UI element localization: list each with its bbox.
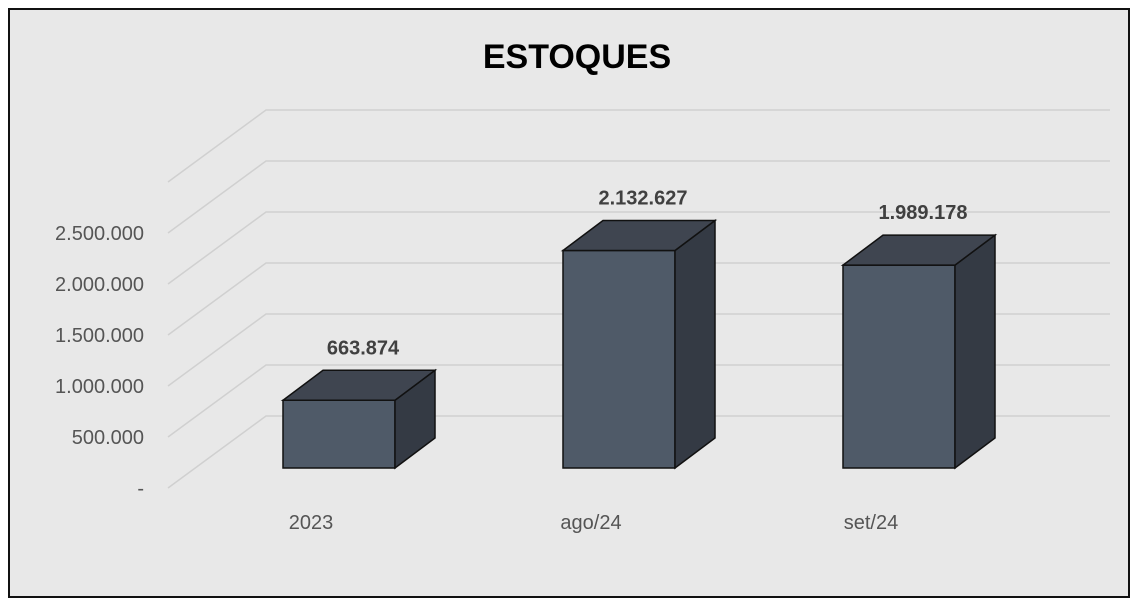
bar [560,218,718,470]
gridline [167,364,1110,438]
bar-front-face [842,264,956,469]
gridlines [167,109,1110,489]
bar-front-face [562,249,676,469]
bar-side-face [674,218,716,470]
bar-side-face [954,233,996,470]
data-label: 2.132.627 [599,187,688,209]
bar-top-face [840,234,998,266]
bar [280,368,438,470]
y-tick-label: 1.000.000 [55,376,144,398]
x-tick-label: set/24 [844,512,898,534]
bar-chart: ESTOQUES - 500.000 1.000.000 1.500.000 2.000… [55,38,1110,534]
gridline [167,262,1110,336]
x-tick-label: ago/24 [560,512,621,534]
bars [280,218,998,470]
gridline [167,109,1110,183]
gridline [167,160,1110,234]
chart-title: ESTOQUES [483,38,671,76]
gridline [167,415,1110,489]
y-tick-label: 1.500.000 [55,325,144,347]
chart-area: ESTOQUES - 500.000 1.000.000 1.500.000 2.000… [8,8,1130,598]
y-tick-label: 500.000 [72,427,144,449]
bar [840,233,998,470]
bar-top-face [280,369,438,402]
bar-top-face [560,219,718,252]
bar-front-face [282,399,396,469]
gridline [167,313,1110,387]
y-axis-ticks: - 500.000 1.000.000 1.500.000 2.000.000 2.500… [55,223,144,500]
x-tick-label: 2023 [289,512,334,534]
gridline [167,211,1110,285]
x-axis-labels: 2023 ago/24 set/24 [289,512,898,534]
data-label: 663.874 [327,337,400,359]
y-tick-label: - [137,478,144,500]
value-labels: 663.874 2.132.627 1.989.178 [327,187,968,359]
y-tick-label: 2.500.000 [55,223,144,245]
data-label: 1.989.178 [879,202,968,224]
y-tick-label: 2.000.000 [55,274,144,296]
